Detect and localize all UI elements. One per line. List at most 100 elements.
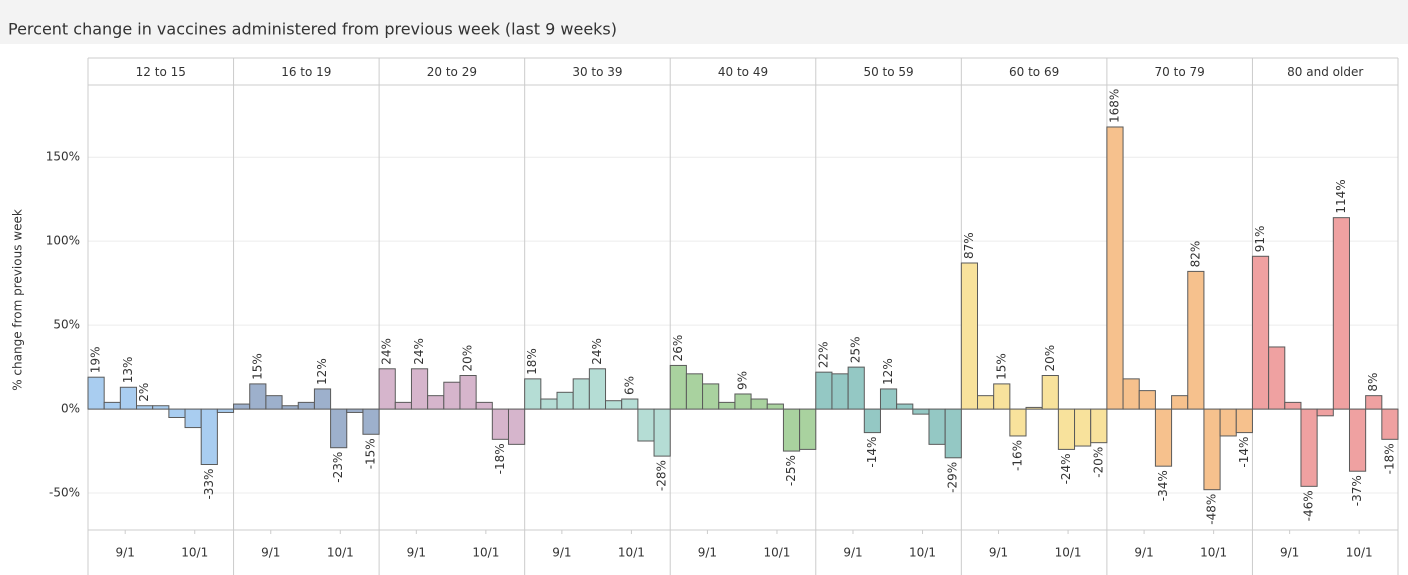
x-tick-label: 9/1	[116, 546, 135, 560]
bar	[977, 395, 995, 410]
chart-title: Percent change in vaccines administered …	[8, 20, 617, 39]
data-label: 12%	[881, 358, 895, 385]
bar	[1041, 375, 1059, 410]
bar	[540, 398, 558, 410]
bar	[605, 400, 623, 410]
data-label: 87%	[962, 232, 976, 259]
bar	[443, 381, 461, 410]
bar	[669, 364, 687, 410]
y-axis-label: % change from previous week	[11, 209, 25, 391]
bar	[378, 368, 396, 410]
data-label: 24%	[380, 338, 394, 365]
bar	[944, 408, 962, 459]
x-tick-label: 10/1	[1200, 546, 1227, 560]
x-tick-label: 9/1	[843, 546, 862, 560]
bar	[556, 391, 574, 410]
bar	[184, 408, 202, 429]
data-label: -18%	[493, 443, 507, 474]
data-label: 26%	[671, 335, 685, 362]
data-label: -28%	[655, 460, 669, 491]
bar	[200, 408, 218, 466]
data-label: 12%	[315, 358, 329, 385]
bar	[410, 368, 429, 410]
bar	[168, 408, 186, 418]
bar	[1300, 408, 1318, 487]
data-label: 8%	[1366, 373, 1380, 392]
panel-header: 16 to 19	[281, 65, 331, 79]
bar	[1235, 408, 1253, 434]
bar	[394, 401, 412, 410]
x-tick-label: 10/1	[618, 546, 645, 560]
data-label: 24%	[412, 338, 426, 365]
bar	[1203, 408, 1221, 491]
bar	[637, 408, 655, 442]
data-label: -34%	[1156, 470, 1170, 501]
y-tick-label: 50%	[53, 318, 80, 332]
bar	[993, 383, 1011, 410]
bar	[685, 373, 704, 410]
data-label: 19%	[89, 347, 103, 374]
title-bar	[0, 0, 1408, 44]
bar	[928, 408, 946, 445]
bar	[330, 408, 348, 449]
bar	[265, 395, 283, 410]
bar	[621, 398, 639, 410]
data-label: 2%	[137, 383, 151, 402]
bar	[297, 401, 315, 410]
bar	[1187, 270, 1205, 410]
data-label: -15%	[364, 438, 378, 469]
x-tick-label: 10/1	[763, 546, 790, 560]
panel-header: 70 to 79	[1155, 65, 1205, 79]
data-label: 22%	[816, 341, 830, 368]
x-tick-label: 10/1	[1346, 546, 1373, 560]
bar	[750, 398, 768, 410]
bar	[216, 408, 235, 413]
bar	[863, 408, 881, 434]
bar	[799, 408, 817, 450]
bar	[491, 408, 509, 440]
bar	[1268, 346, 1286, 410]
panel-header: 50 to 59	[863, 65, 913, 79]
data-label: 18%	[525, 348, 539, 375]
bar	[1219, 408, 1237, 437]
data-label: 25%	[849, 336, 863, 363]
data-label: -14%	[865, 437, 879, 468]
bar	[896, 403, 914, 410]
x-tick-label: 9/1	[989, 546, 1008, 560]
bar	[313, 388, 332, 410]
y-tick-label: -50%	[49, 486, 80, 500]
bar	[1074, 408, 1092, 447]
bar	[1122, 378, 1140, 410]
data-label: 20%	[461, 345, 475, 372]
data-label: -33%	[202, 469, 216, 500]
data-label: -23%	[331, 452, 345, 483]
bar	[1154, 408, 1173, 467]
x-tick-label: 9/1	[1280, 546, 1299, 560]
bar	[702, 383, 720, 410]
bar	[1009, 408, 1027, 437]
bar	[152, 405, 170, 410]
data-label: 13%	[121, 357, 135, 384]
x-tick-label: 10/1	[909, 546, 936, 560]
x-tick-label: 10/1	[327, 546, 354, 560]
bar	[960, 262, 979, 410]
data-label: 24%	[590, 338, 604, 365]
bar	[475, 401, 493, 410]
data-label: 168%	[1107, 89, 1121, 123]
panel-header: 80 and older	[1287, 65, 1363, 79]
bar	[1348, 408, 1367, 472]
bar	[1057, 408, 1076, 450]
bar	[1138, 390, 1156, 410]
x-tick-label: 9/1	[1134, 546, 1153, 560]
bar	[362, 408, 380, 435]
data-label: -18%	[1382, 443, 1396, 474]
panel-header: 60 to 69	[1009, 65, 1059, 79]
bar	[1171, 395, 1189, 410]
bar	[718, 401, 736, 410]
data-label: -46%	[1302, 490, 1316, 521]
bar	[346, 408, 364, 413]
data-label: 9%	[736, 371, 750, 390]
panel-header: 20 to 29	[427, 65, 477, 79]
y-tick-label: 150%	[46, 150, 80, 164]
